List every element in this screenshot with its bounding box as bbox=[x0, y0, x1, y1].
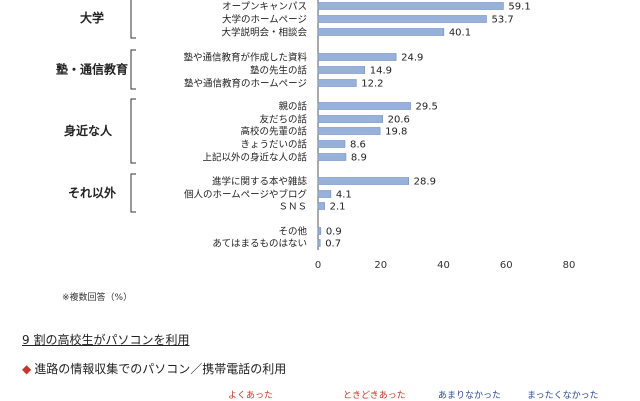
data-label: 4.1 bbox=[336, 190, 352, 201]
data-label: 8.9 bbox=[351, 153, 367, 164]
category-label: あてはまるものはない bbox=[212, 239, 307, 250]
group-bracket bbox=[130, 49, 136, 90]
x-tick-label: 60 bbox=[500, 260, 513, 271]
data-label: 14.9 bbox=[370, 66, 392, 77]
category-label: ＳＮＳ bbox=[278, 202, 307, 213]
data-label: 59.1 bbox=[508, 2, 530, 13]
x-tick-label: 40 bbox=[437, 260, 450, 271]
bar bbox=[317, 127, 381, 135]
data-label: 19.8 bbox=[385, 127, 407, 138]
data-label: 0.9 bbox=[326, 227, 342, 238]
legend-item-never: まったくなかった bbox=[527, 391, 599, 401]
category-label: 進学に関する本や雑誌 bbox=[212, 176, 308, 188]
data-label: 8.6 bbox=[350, 140, 366, 151]
category-label: 上記以外の身近な人の話 bbox=[202, 152, 307, 164]
category-label: オープンキャンパス bbox=[222, 2, 307, 13]
bar bbox=[317, 202, 325, 210]
data-label: 12.2 bbox=[361, 79, 383, 90]
x-tick-label: 20 bbox=[374, 260, 387, 271]
category-label: 大学のホームページ bbox=[222, 14, 307, 26]
bar bbox=[317, 66, 366, 74]
group-bracket bbox=[130, 98, 136, 164]
category-label: その他 bbox=[278, 226, 307, 238]
bar bbox=[317, 177, 409, 185]
data-label: 0.7 bbox=[325, 239, 341, 250]
data-label: 29.5 bbox=[416, 102, 438, 113]
bar bbox=[317, 53, 397, 61]
category-label: 塾や通信教育が作成した資料 bbox=[183, 52, 307, 64]
bar bbox=[317, 28, 445, 36]
category-label: 個人のホームページやブログ bbox=[184, 189, 308, 201]
category-label: 塾の先生の話 bbox=[250, 65, 308, 77]
bar bbox=[317, 227, 322, 235]
section-heading: 9 割の高校生がパソコンを利用 bbox=[22, 333, 190, 347]
bar bbox=[317, 102, 411, 110]
group-label: それ以外 bbox=[68, 185, 116, 200]
data-label: 2.1 bbox=[330, 202, 346, 213]
category-label: 塾や通信教育のホームページ bbox=[184, 78, 307, 90]
legend-item-sometimes: ときどきあった bbox=[343, 391, 406, 401]
bar bbox=[317, 2, 504, 10]
group-label: 塾・通信教育 bbox=[56, 62, 128, 77]
bar bbox=[317, 140, 346, 148]
bar bbox=[317, 79, 357, 87]
sub-heading-text: 進路の情報収集でのパソコン／携帯電話の利用 bbox=[34, 362, 287, 376]
data-label: 40.1 bbox=[449, 28, 471, 39]
footnote: ※複数回答（%） bbox=[62, 293, 133, 303]
category-label: きょうだいの話 bbox=[240, 139, 307, 151]
bar bbox=[317, 15, 487, 23]
legend-item-often: よくあった bbox=[228, 391, 274, 401]
category-label: 高校の先輩の話 bbox=[240, 126, 307, 138]
data-label: 24.9 bbox=[401, 53, 423, 64]
category-label: 親の話 bbox=[278, 101, 307, 113]
bar bbox=[317, 190, 332, 198]
x-tick-label: 0 bbox=[315, 260, 321, 271]
legend-item-rarely: あまりなかった bbox=[438, 391, 502, 401]
data-label: 28.9 bbox=[414, 177, 436, 188]
group-bracket bbox=[130, 0, 136, 39]
group-bracket bbox=[130, 173, 136, 213]
bar bbox=[317, 153, 347, 161]
category-label: 友だちの話 bbox=[259, 114, 307, 126]
sub-heading: ◆ 進路の情報収集でのパソコン／携帯電話の利用 bbox=[22, 360, 286, 377]
bar bbox=[317, 115, 383, 123]
group-label: 身近な人 bbox=[64, 123, 113, 138]
bar-chart: 0 20 40 60 80 59.1 オープンキャンパス 53.7 大学のホームページ 40.1 大… bbox=[56, 0, 576, 271]
diamond-icon: ◆ bbox=[22, 362, 32, 376]
x-tick-label: 80 bbox=[563, 260, 576, 271]
data-label: 53.7 bbox=[491, 15, 513, 26]
group-label: 大学 bbox=[80, 10, 104, 25]
category-label: 大学説明会・相談会 bbox=[221, 27, 307, 39]
data-label: 20.6 bbox=[388, 115, 410, 126]
bar bbox=[317, 239, 321, 247]
